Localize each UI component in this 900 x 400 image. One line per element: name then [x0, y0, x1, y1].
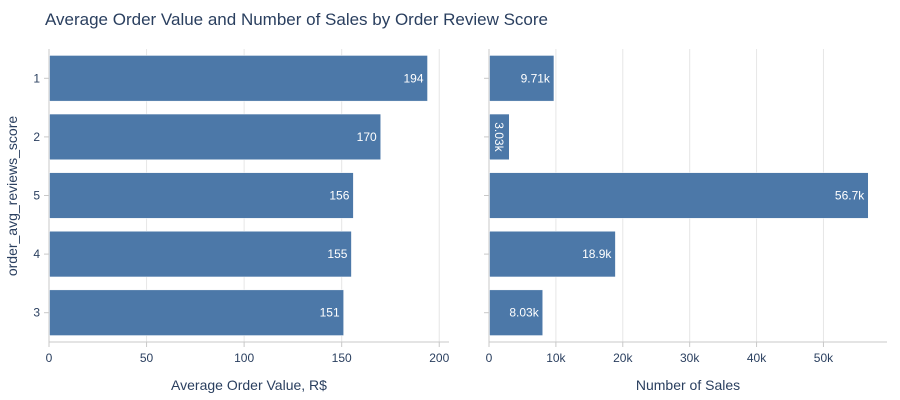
y-tick-label: 2 [33, 130, 40, 144]
bar [49, 113, 381, 161]
x-tick-label: 20k [613, 351, 633, 365]
x-tick-label: 10k [546, 351, 566, 365]
bar [49, 289, 344, 336]
x-axis-title-number-of-sales: Number of Sales [636, 377, 740, 393]
x-tick-label: 150 [332, 351, 352, 365]
x-tick-label: 30k [680, 351, 700, 365]
y-tick-label: 3 [33, 306, 40, 320]
bar-value-label: 151 [320, 306, 340, 320]
x-axis-title-average-order-value: Average Order Value, R$ [171, 377, 327, 393]
bar [489, 289, 543, 336]
x-tick-label: 100 [234, 351, 254, 365]
panel-number-of-sales: 0 10k 20k 30k 40k 50k 9.71k 3.03k 56.7k 18.9k 8.03… [484, 49, 887, 365]
y-tick-label: 1 [33, 71, 40, 85]
bar-value-label: 194 [404, 71, 424, 85]
y-axis-title: order_avg_reviews_score [4, 116, 20, 277]
bar-value-label: 9.71k [521, 71, 551, 85]
bar-value-label: 18.9k [582, 247, 612, 261]
bar [489, 230, 616, 278]
bar-value-label: 56.7k [835, 189, 865, 203]
x-tick-label: 200 [429, 351, 449, 365]
bar-value-label: 3.03k [492, 122, 506, 152]
chart-title: Average Order Value and Number of Sales … [45, 10, 548, 29]
y-tick-label: 4 [33, 247, 40, 261]
bar [489, 113, 510, 161]
x-tick-label: 0 [46, 351, 53, 365]
y-tick-label: 5 [33, 189, 40, 203]
x-tick-label: 50k [814, 351, 834, 365]
bar [489, 55, 555, 102]
bar-value-label: 155 [327, 247, 347, 261]
bar [49, 230, 352, 278]
bar-value-label: 170 [357, 130, 377, 144]
bar-value-label: 8.03k [509, 306, 539, 320]
bar [489, 172, 869, 219]
bar [49, 172, 354, 219]
x-tick-label: 40k [747, 351, 767, 365]
panel-average-order-value: 0 50 100 150 200 1 194 2 170 5 156 4 155 3 151 [33, 49, 450, 365]
x-tick-label: 0 [486, 351, 493, 365]
bar [49, 55, 428, 102]
x-tick-label: 50 [140, 351, 154, 365]
bar-value-label: 156 [329, 189, 349, 203]
